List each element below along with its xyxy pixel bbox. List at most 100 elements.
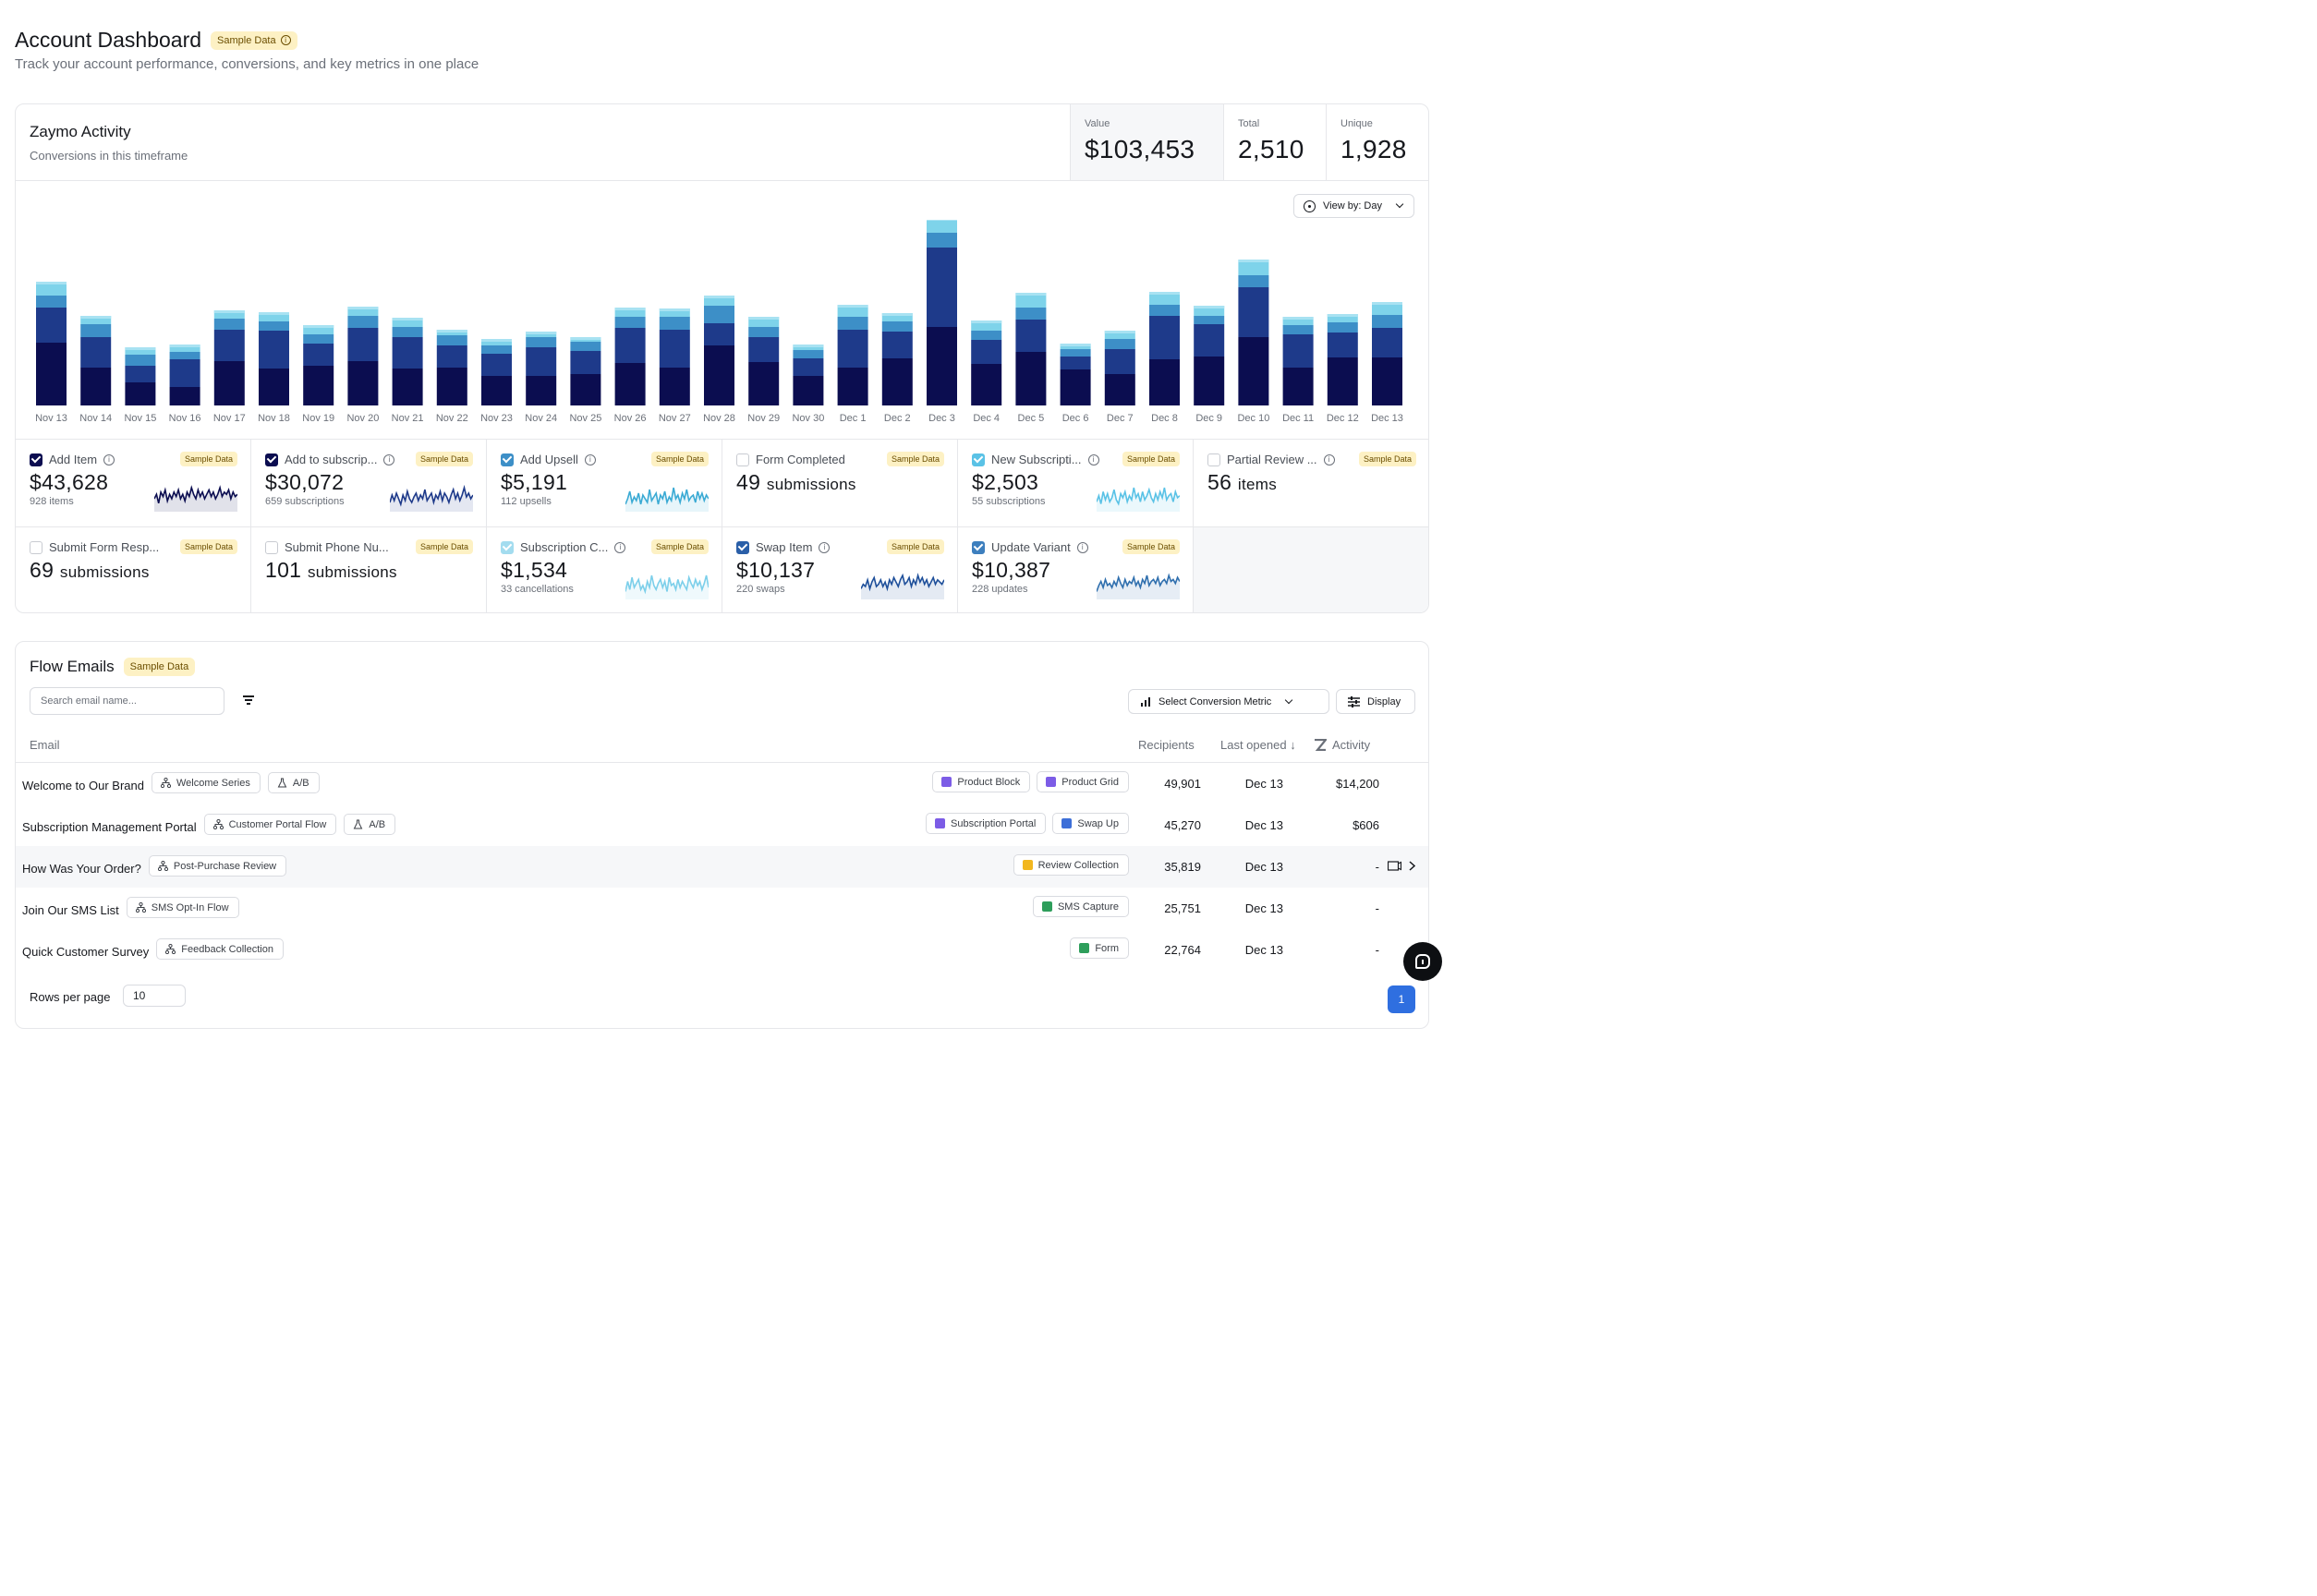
stat-unique[interactable]: Unique 1,928 (1326, 104, 1428, 181)
metric-checkbox[interactable] (972, 540, 985, 554)
bar-segment[interactable] (213, 319, 245, 330)
column-header-recipients[interactable]: Recipients (1138, 738, 1195, 752)
sample-data-badge[interactable]: Sample Data i (211, 30, 297, 50)
bar-segment[interactable] (704, 323, 734, 345)
bar-segment[interactable] (1327, 322, 1358, 332)
bar-segment[interactable] (436, 345, 467, 368)
metric-checkbox[interactable] (736, 453, 749, 466)
preview-icon[interactable] (1388, 861, 1401, 871)
bar-segment[interactable] (1282, 317, 1314, 325)
bar-segment[interactable] (1238, 287, 1269, 337)
info-icon[interactable]: i (1076, 541, 1088, 553)
product-tag[interactable]: Subscription Portal (926, 813, 1047, 834)
bar-segment[interactable] (1060, 369, 1091, 405)
bar-segment[interactable] (1327, 332, 1358, 357)
metric-checkbox[interactable] (265, 453, 278, 466)
bar-segment[interactable] (1327, 314, 1358, 322)
metric-card[interactable]: Partial Review ... i Sample Data 56 item… (1194, 440, 1428, 527)
product-tag[interactable]: Product Block (932, 771, 1031, 792)
bar-segment[interactable] (614, 363, 646, 405)
bar-segment[interactable] (748, 327, 780, 337)
info-icon[interactable]: i (819, 541, 831, 553)
stat-total[interactable]: Total 2,510 (1223, 104, 1326, 181)
bar-segment[interactable] (526, 337, 557, 347)
metric-checkbox[interactable] (265, 540, 278, 554)
bar-segment[interactable] (1282, 325, 1314, 334)
email-name[interactable]: How Was Your Order? (22, 861, 141, 876)
bar-segment[interactable] (837, 368, 868, 405)
email-name[interactable]: Subscription Management Portal (22, 819, 197, 834)
product-tag[interactable]: SMS Capture (1032, 896, 1129, 917)
bar-segment[interactable] (793, 350, 824, 358)
bar-segment[interactable] (1194, 357, 1225, 405)
bar-segment[interactable] (213, 361, 245, 405)
bar-segment[interactable] (659, 308, 690, 317)
bar-segment[interactable] (303, 334, 334, 344)
metric-checkbox[interactable] (501, 453, 514, 466)
bar-segment[interactable] (1194, 316, 1225, 324)
bar-segment[interactable] (1104, 349, 1135, 374)
product-tag[interactable]: Swap Up (1052, 813, 1129, 834)
metric-card[interactable]: Update Variant i Sample Data $10,387 228… (958, 527, 1194, 612)
chevron-right-icon[interactable] (1409, 861, 1415, 871)
bar-segment[interactable] (481, 354, 512, 376)
bar-segment[interactable] (303, 344, 334, 366)
bar-segment[interactable] (347, 328, 379, 361)
bar-segment[interactable] (1282, 334, 1314, 368)
bar-segment[interactable] (1149, 305, 1180, 316)
bar-segment[interactable] (570, 374, 601, 405)
view-by-dropdown[interactable]: View by: Day (1293, 194, 1414, 218)
metric-checkbox[interactable] (501, 540, 514, 554)
email-name[interactable]: Join Our SMS List (22, 902, 119, 917)
bar-segment[interactable] (213, 310, 245, 319)
bar-segment[interactable] (971, 331, 1002, 340)
metric-card[interactable]: Submit Phone Nu... Sample Data 101 submi… (251, 527, 487, 612)
bar-segment[interactable] (1194, 324, 1225, 357)
bar-segment[interactable] (392, 318, 423, 327)
chat-button[interactable] (1403, 942, 1442, 981)
metric-card[interactable]: Swap Item i Sample Data $10,137 220 swap… (722, 527, 958, 612)
bar-segment[interactable] (659, 368, 690, 405)
column-header-last-opened[interactable]: Last opened ↓ (1220, 738, 1296, 752)
bar-segment[interactable] (392, 369, 423, 405)
bar-segment[interactable] (704, 296, 734, 306)
bar-segment[interactable] (80, 324, 112, 337)
bar-segment[interactable] (659, 317, 690, 330)
select-conversion-metric-button[interactable]: Select Conversion Metric (1128, 689, 1329, 714)
page-1-button[interactable]: 1 (1388, 985, 1415, 1013)
bar-segment[interactable] (169, 387, 200, 405)
bar-segment[interactable] (526, 376, 557, 405)
bar-segment[interactable] (881, 358, 913, 405)
rows-per-page-select[interactable]: 10 (123, 985, 186, 1007)
bar-segment[interactable] (570, 351, 601, 374)
flow-tag[interactable]: Customer Portal Flow (203, 814, 337, 835)
bar-segment[interactable] (80, 368, 112, 405)
bar-segment[interactable] (1238, 337, 1269, 405)
bar-segment[interactable] (259, 331, 289, 369)
bar-segment[interactable] (436, 335, 467, 345)
bar-segment[interactable] (259, 312, 289, 321)
bar-segment[interactable] (659, 330, 690, 368)
table-row[interactable]: How Was Your Order? Post-Purchase Review… (16, 846, 1428, 888)
bar-segment[interactable] (614, 328, 646, 363)
bar-segment[interactable] (927, 220, 957, 233)
bar-segment[interactable] (748, 362, 780, 405)
bar-segment[interactable] (971, 320, 1002, 331)
bar-segment[interactable] (259, 369, 289, 405)
bar-segment[interactable] (748, 337, 780, 362)
bar-segment[interactable] (614, 317, 646, 328)
bar-segment[interactable] (570, 342, 601, 351)
bar-segment[interactable] (1015, 293, 1047, 308)
bar-segment[interactable] (881, 321, 913, 332)
bar-segment[interactable] (1372, 302, 1402, 315)
flow-tag[interactable]: Feedback Collection (156, 938, 284, 960)
bar-segment[interactable] (881, 332, 913, 358)
bar-segment[interactable] (169, 359, 200, 387)
search-input[interactable] (30, 687, 224, 715)
bar-segment[interactable] (1015, 352, 1047, 405)
flow-tag[interactable]: Welcome Series (151, 772, 261, 793)
display-button[interactable]: Display (1336, 689, 1415, 714)
table-row[interactable]: Welcome to Our Brand Welcome Series A/B … (16, 763, 1428, 804)
bar-segment[interactable] (793, 376, 824, 405)
bar-segment[interactable] (125, 347, 156, 355)
